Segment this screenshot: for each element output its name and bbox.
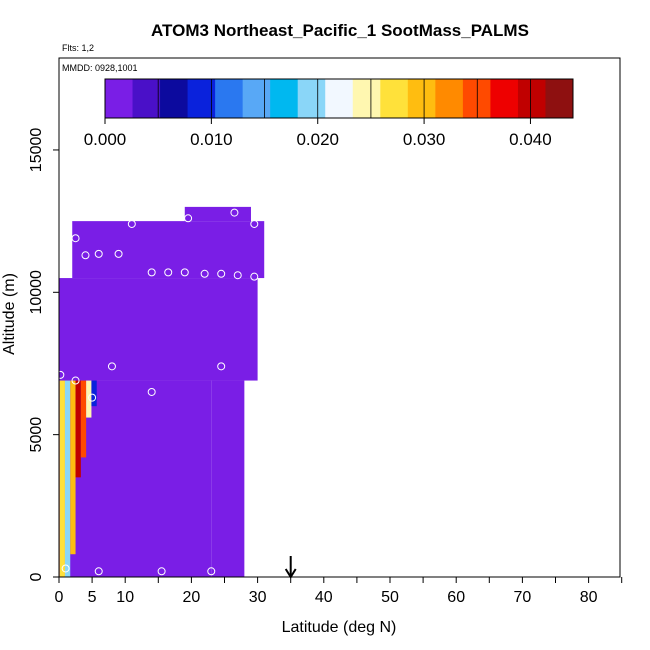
x-tick-label: 40 xyxy=(315,589,333,606)
hot-column-cell xyxy=(75,380,81,478)
sample-point xyxy=(164,268,173,277)
colorbar-swatch xyxy=(407,79,436,118)
sample-point-layer xyxy=(56,208,259,576)
colorbar-tick-label: 0.000 xyxy=(84,130,127,149)
sample-point xyxy=(107,362,116,371)
sample-point xyxy=(114,249,123,258)
sample-point xyxy=(147,268,156,277)
colorbar-tick-label: 0.030 xyxy=(403,130,446,149)
dates-label: MMDD: 0928,1001 xyxy=(62,63,138,73)
colorbar-swatch xyxy=(435,79,464,118)
sample-point xyxy=(217,269,226,278)
field-cell xyxy=(211,380,245,577)
field-cell xyxy=(184,206,251,222)
field-cell xyxy=(59,278,258,381)
colorbar-swatch xyxy=(187,79,216,118)
chart-title: ATOM3 Northeast_Pacific_1 SootMass_PALMS xyxy=(151,21,529,40)
x-tick-label: 60 xyxy=(447,589,465,606)
sample-point xyxy=(81,251,90,260)
sample-point xyxy=(200,269,209,278)
y-tick-label: 10000 xyxy=(28,270,45,315)
hot-column-cell xyxy=(70,380,76,555)
sample-point xyxy=(61,564,70,573)
latitude-arrow xyxy=(284,556,297,579)
sample-point xyxy=(180,268,189,277)
field-layer xyxy=(59,206,265,577)
colorbar-swatch xyxy=(105,79,134,118)
sample-point xyxy=(71,234,80,243)
y-axis: 0 5000 10000 15000 xyxy=(28,128,59,581)
colorbar-tick-label: 0.020 xyxy=(296,130,339,149)
sample-point xyxy=(56,370,65,379)
sample-point xyxy=(127,219,136,228)
x-tick-label: 5 xyxy=(88,589,97,606)
y-tick-label: 0 xyxy=(28,572,45,581)
colorbar-swatch xyxy=(270,79,299,118)
colorbar-swatch xyxy=(517,79,546,118)
x-axis: 0 5 10 20 30 40 50 60 70 80 xyxy=(55,577,623,606)
sample-point xyxy=(233,271,242,280)
sample-point xyxy=(230,208,239,217)
colorbar: 0.000 0.010 0.020 0.030 0.040 xyxy=(84,78,574,149)
sample-point xyxy=(184,214,193,223)
colorbar-swatch xyxy=(325,79,354,118)
colorbar-tick-label: 0.040 xyxy=(509,130,552,149)
x-tick-label: 30 xyxy=(249,589,267,606)
arrow-head xyxy=(284,568,297,579)
plot-frame xyxy=(58,57,621,578)
field-cell xyxy=(72,221,265,279)
x-tick-label: 50 xyxy=(381,589,399,606)
sample-point xyxy=(217,362,226,371)
flights-label: Flts: 1,2 xyxy=(62,43,94,53)
hot-column-cell xyxy=(59,380,65,577)
x-axis-label: Latitude (deg N) xyxy=(282,619,397,636)
y-tick-label: 15000 xyxy=(28,128,45,173)
colorbar-swatch xyxy=(215,79,244,118)
colorbar-swatch xyxy=(380,79,409,118)
colorbar-swatch xyxy=(242,79,271,118)
x-tick-label: 10 xyxy=(116,589,134,606)
colorbar-swatch xyxy=(490,79,519,118)
sample-point xyxy=(94,249,103,258)
x-tick-label: 20 xyxy=(183,589,201,606)
x-tick-label: 80 xyxy=(580,589,598,606)
x-tick-label: 70 xyxy=(514,589,532,606)
sample-point xyxy=(94,567,103,576)
sample-point xyxy=(147,387,156,396)
colorbar-tick-label: 0.010 xyxy=(190,130,233,149)
sample-point xyxy=(250,272,259,281)
colorbar-swatch xyxy=(545,79,574,118)
sample-point xyxy=(157,567,166,576)
sample-point xyxy=(207,567,216,576)
colorbar-swatch xyxy=(132,79,161,118)
sample-point xyxy=(250,219,259,228)
x-tick-label: 0 xyxy=(55,589,64,606)
colorbar-swatch xyxy=(297,79,326,118)
sample-point xyxy=(88,393,97,402)
y-axis-label: Altitude (m) xyxy=(1,273,18,355)
hot-column-cell xyxy=(80,380,87,458)
hot-column-cell xyxy=(91,380,97,407)
colorbar-swatch xyxy=(160,79,189,118)
sample-point xyxy=(71,376,80,385)
hot-column-cell xyxy=(64,380,71,577)
colorbar-frame xyxy=(104,78,574,119)
y-tick-label: 5000 xyxy=(28,417,45,453)
colorbar-swatch xyxy=(352,79,381,118)
